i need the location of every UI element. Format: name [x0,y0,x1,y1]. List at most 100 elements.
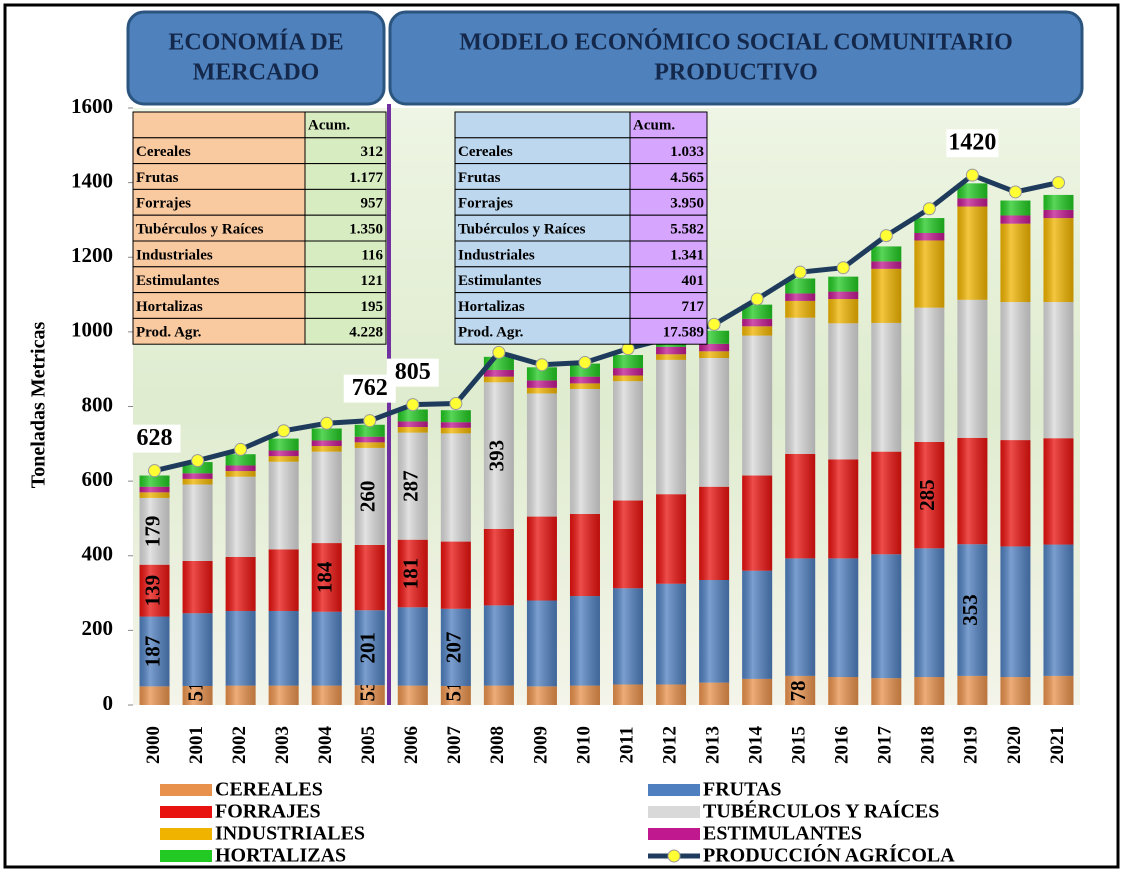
table-label: Prod. Agr. [458,325,524,341]
table-label: Tubérculos y Raíces [458,222,586,238]
bar-shade [742,475,773,571]
bar-shade [225,465,256,472]
bar-shade [268,685,299,705]
table-value: 4.228 [349,325,383,341]
bar-shade [957,544,988,676]
data-label: 287 [399,470,423,502]
data-label: 187 [140,636,164,668]
line-marker [879,229,893,243]
bar-shade [656,354,687,360]
line-marker [793,265,807,279]
x-tick-label: 2007 [444,726,465,765]
bar-shade [699,357,730,487]
bar-shade [354,544,385,611]
line-marker [320,416,334,430]
table-label: Estimulantes [458,273,542,289]
table-value: 1.177 [349,170,383,186]
legend-label: HORTALIZAS [215,845,346,867]
table-cell [454,317,631,345]
table-cell [304,292,387,319]
line-marker [707,317,721,331]
table-label: Estimulantes [136,273,220,289]
table-label: Frutas [458,170,501,186]
table-value: 717 [682,299,705,315]
bar-shade [957,675,988,705]
bar-shade [1000,215,1031,224]
bar-shade [268,461,299,550]
label-box [386,358,439,387]
legend-swatch [160,806,212,818]
bar-shade [139,475,170,487]
table-value: 195 [361,299,384,315]
bar-shade [785,317,816,454]
bar-shade [914,232,945,241]
bar-shade [871,451,902,555]
table-value: 1.350 [349,222,383,238]
table-cell [629,137,708,165]
table-header-blank [132,111,306,139]
y-tick-label: 0 [103,691,114,715]
header-box [126,10,386,106]
bar-shade [957,437,988,545]
table-value: 312 [361,144,384,160]
bar-shade [182,685,213,705]
bar-shade [613,355,644,369]
bar-shade [1043,675,1074,705]
table-cell [454,240,631,268]
table-label: Hortalizas [136,299,203,315]
x-tick-label: 2015 [789,726,810,764]
bar-shade [483,376,514,383]
bar-shade [828,299,859,324]
bar-shade [828,291,859,300]
x-tick-label: 2009 [530,726,551,764]
bar-shade [354,685,385,705]
bar-shade [182,478,213,485]
bar-shade [871,268,902,323]
bar-shade [139,486,170,493]
table-value: 5.582 [670,222,704,238]
data-label: 1420 [948,130,996,156]
bar-shade [569,685,600,705]
x-tick-label: 2005 [358,726,379,764]
bar-shade [957,299,988,438]
bar-shade [914,677,945,705]
legend-swatch [648,806,700,818]
bar-shade [225,556,256,611]
bar-shade [914,548,945,678]
legend-label: FRUTAS [703,779,782,801]
bar-shade [483,605,514,686]
legend-swatch [648,784,700,796]
bar-shade [569,383,600,389]
bar-shade [828,323,859,460]
x-tick-label: 2017 [875,726,896,765]
bar-shade [440,685,471,705]
bar-shade [957,198,988,207]
line-marker [922,202,936,216]
bar-shade [1000,223,1031,303]
x-tick-label: 2020 [1004,726,1025,764]
x-tick-label: 2013 [702,726,723,764]
bar-shade [526,380,557,388]
legend-swatch [648,828,700,840]
table-cell [304,240,387,268]
y-tick-label: 1000 [71,318,113,342]
line-marker [191,454,205,468]
data-label: 201 [356,632,380,664]
y-tick-label: 200 [82,616,114,640]
line-marker [965,168,979,182]
bar-shade [311,543,342,612]
legend-swatch [160,850,212,862]
bar-shade [742,678,773,705]
table-label: Cereales [136,144,191,160]
bar-shade [871,554,902,679]
table-cell [304,137,387,165]
line-marker [363,414,377,428]
bar-shade [569,513,600,597]
bar-shade [182,560,213,614]
bar-shade [656,346,687,355]
bar-shade [656,583,687,685]
bar-shade [742,335,773,476]
bar-shade [483,369,514,377]
table-cell [132,214,306,242]
table-cell [132,137,306,165]
